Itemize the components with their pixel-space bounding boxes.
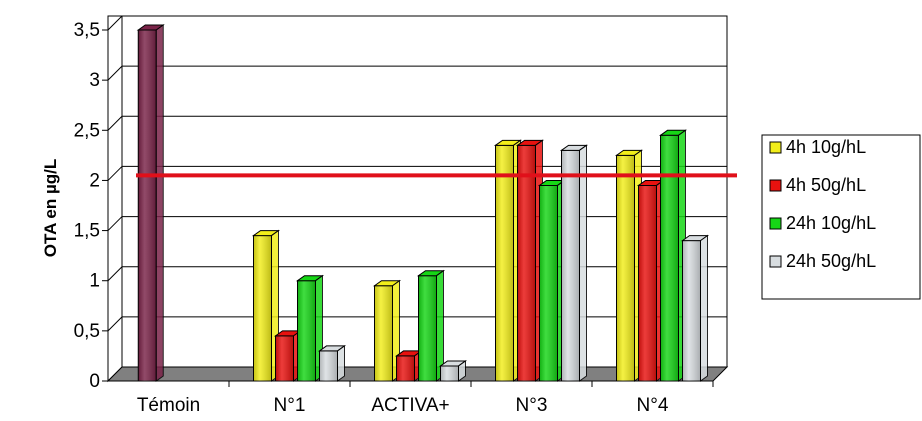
gridline-side: [107, 316, 123, 332]
bar-2-4: [658, 129, 688, 382]
y-axis-ticks: 0 0,5 1 1,5 2 2,5 3 3,5: [74, 20, 109, 392]
x-tick-label: N°4: [637, 395, 669, 416]
gridline-side: [107, 216, 123, 231]
gridline-side: [107, 166, 123, 181]
legend-label: 4h 10g/hL: [786, 137, 866, 157]
gridline-side: [107, 266, 123, 282]
bars: [136, 24, 710, 382]
bar-1-4: [636, 179, 666, 382]
y-tick-label: 0,5: [74, 321, 100, 342]
bar-0-4: [614, 149, 644, 382]
bar-3-3: [559, 144, 589, 382]
bar-3-4: [680, 234, 710, 382]
y-tick-label: 2,5: [74, 120, 100, 141]
y-tick-label: 3: [89, 70, 100, 91]
x-tick-label: ACTIVA+: [371, 395, 449, 416]
bar-1-2: [394, 349, 424, 382]
y-tick-label: 2: [89, 170, 100, 191]
bar-1-1: [273, 329, 303, 382]
x-axis-ticks: Témoin N°1 ACTIVA+ N°3 N°4: [137, 381, 714, 416]
bar-2-2: [416, 269, 446, 382]
bar-0-2: [372, 279, 402, 382]
left-wall: [107, 15, 123, 383]
y-tick-label: 0: [89, 371, 100, 392]
legend-swatch: [769, 255, 782, 268]
legend-label: 24h 50g/hL: [786, 251, 876, 271]
legend-box: [761, 134, 921, 300]
legend-swatch: [769, 217, 782, 230]
bar-2-1: [295, 274, 325, 382]
bar-3-1: [317, 344, 347, 382]
y-tick-label: 1,5: [74, 221, 100, 242]
bar-2-3: [537, 179, 567, 382]
x-tick-label: N°1: [274, 395, 306, 416]
x-tick-label: Témoin: [137, 395, 200, 416]
legend: 4h 10g/hL 4h 50g/hL 24h 10g/hL 24h 50g/hL: [761, 134, 921, 300]
y-tick-label: 3,5: [74, 20, 100, 41]
legend-swatch: [769, 141, 782, 154]
y-axis-label: OTA en µg/L: [41, 159, 60, 258]
x-tick-label: N°3: [516, 395, 548, 416]
legend-swatch: [769, 179, 782, 192]
bar-temoin: [136, 24, 165, 382]
bar-3-2: [438, 359, 468, 382]
legend-label: 24h 10g/hL: [786, 213, 876, 233]
gridline-side: [107, 65, 123, 81]
gridline-side: [107, 15, 123, 31]
bar-0-1: [251, 229, 281, 382]
legend-label: 4h 50g/hL: [786, 175, 866, 195]
gridline-side: [107, 115, 123, 131]
y-tick-label: 1: [89, 271, 100, 292]
